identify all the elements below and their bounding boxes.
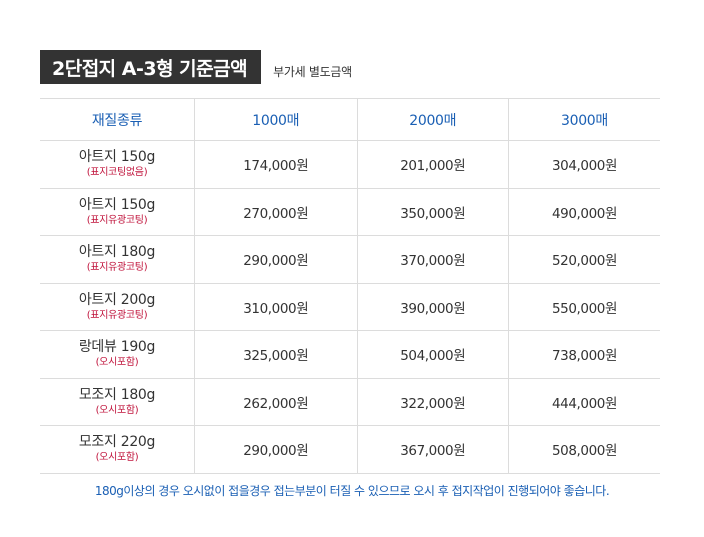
material-name: 아트지 180g bbox=[78, 244, 156, 261]
material-name: 모조지 220g bbox=[78, 434, 156, 451]
table-row: 아트지 150g (표지유광코팅) 270,000원 350,000원 490,… bbox=[40, 188, 660, 236]
material-note: (오시포함) bbox=[95, 404, 139, 416]
table-row: 모조지 180g (오시포함) 262,000원 322,000원 444,00… bbox=[40, 378, 660, 426]
table-row: 모조지 220g (오시포함) 290,000원 367,000원 508,00… bbox=[40, 425, 660, 474]
price-3000: 508,000원 bbox=[507, 425, 660, 474]
price-2000: 367,000원 bbox=[356, 425, 509, 474]
material-name: 모조지 180g bbox=[78, 386, 156, 403]
price-2000: 390,000원 bbox=[356, 283, 509, 331]
price-1000: 290,000원 bbox=[193, 235, 357, 284]
price-3000: 304,000원 bbox=[507, 140, 660, 189]
footnote: 180g이상의 경우 오시없이 접을경우 접는부분이 터질 수 있으므로 오시 … bbox=[94, 484, 610, 498]
material-cell: 모조지 180g (오시포함) bbox=[40, 378, 195, 426]
price-1000: 270,000원 bbox=[193, 188, 357, 236]
material-name: 아트지 150g bbox=[78, 149, 156, 166]
price-3000: 444,000원 bbox=[507, 378, 660, 426]
price-1000: 310,000원 bbox=[193, 283, 357, 331]
material-note: (표지유광코팅) bbox=[86, 309, 148, 321]
material-cell: 아트지 150g (표지유광코팅) bbox=[40, 188, 195, 236]
price-3000: 520,000원 bbox=[507, 235, 660, 284]
price-1000: 290,000원 bbox=[193, 425, 357, 474]
material-cell: 아트지 150g (표지코팅없음) bbox=[40, 140, 195, 189]
header-qty-2000: 2000매 bbox=[356, 98, 509, 141]
price-2000: 370,000원 bbox=[356, 235, 509, 284]
price-1000: 174,000원 bbox=[193, 140, 357, 189]
material-cell: 랑데뷰 190g (오시포함) bbox=[40, 330, 195, 379]
material-name: 아트지 150g bbox=[78, 196, 156, 213]
header-material: 재질종류 bbox=[40, 98, 195, 141]
price-3000: 550,000원 bbox=[507, 283, 660, 331]
material-note: (오시포함) bbox=[95, 357, 139, 369]
vat-note: 부가세 별도금액 bbox=[273, 65, 352, 79]
header-qty-3000: 3000매 bbox=[507, 98, 660, 141]
table-row: 아트지 150g (표지코팅없음) 174,000원 201,000원 304,… bbox=[40, 140, 660, 189]
price-table: 재질종류 1000매 2000매 3000매 아트지 150g (표지코팅없음)… bbox=[40, 98, 660, 474]
material-note: (표지유광코팅) bbox=[86, 262, 148, 274]
material-name: 랑데뷰 190g bbox=[78, 339, 156, 356]
table-row: 아트지 180g (표지유광코팅) 290,000원 370,000원 520,… bbox=[40, 235, 660, 284]
price-1000: 325,000원 bbox=[193, 330, 357, 379]
price-2000: 322,000원 bbox=[356, 378, 509, 426]
price-3000: 738,000원 bbox=[507, 330, 660, 379]
material-cell: 모조지 220g (오시포함) bbox=[40, 425, 195, 474]
price-2000: 350,000원 bbox=[356, 188, 509, 236]
material-name: 아트지 200g bbox=[78, 291, 156, 308]
material-note: (표지유광코팅) bbox=[86, 214, 148, 226]
material-cell: 아트지 180g (표지유광코팅) bbox=[40, 235, 195, 284]
header-qty-1000: 1000매 bbox=[193, 98, 357, 141]
price-3000: 490,000원 bbox=[507, 188, 660, 236]
title-area: 2단접지 A-3형 기준금액 부가세 별도금액 bbox=[40, 50, 352, 84]
table-row: 랑데뷰 190g (오시포함) 325,000원 504,000원 738,00… bbox=[40, 330, 660, 379]
material-cell: 아트지 200g (표지유광코팅) bbox=[40, 283, 195, 331]
table-row: 아트지 200g (표지유광코팅) 310,000원 390,000원 550,… bbox=[40, 283, 660, 331]
material-note: (오시포함) bbox=[95, 452, 139, 464]
price-2000: 201,000원 bbox=[356, 140, 509, 189]
page-title: 2단접지 A-3형 기준금액 bbox=[40, 50, 262, 84]
price-1000: 262,000원 bbox=[193, 378, 357, 426]
material-note: (표지코팅없음) bbox=[86, 167, 148, 179]
table-header-row: 재질종류 1000매 2000매 3000매 bbox=[40, 98, 660, 141]
price-2000: 504,000원 bbox=[356, 330, 509, 379]
